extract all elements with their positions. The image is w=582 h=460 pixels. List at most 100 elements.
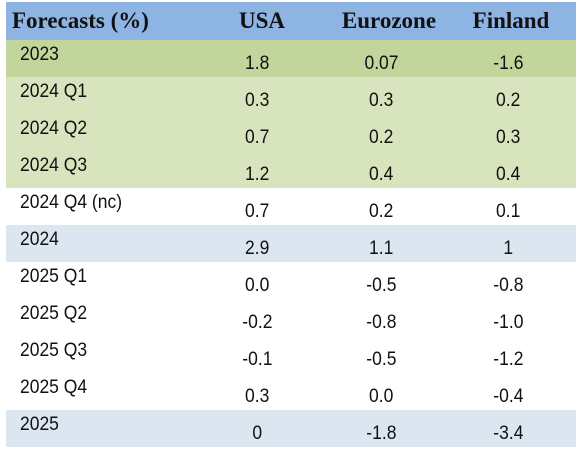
header-forecasts: Forecasts (%) <box>6 2 192 40</box>
finland-value-text: -1.0 <box>492 312 524 333</box>
header-usa-text: USA <box>238 8 285 33</box>
eurozone-value: 0.4 <box>322 151 440 188</box>
finland-value: 0.4 <box>440 151 576 188</box>
eurozone-value-text: -1.8 <box>365 423 397 444</box>
usa-value-text: 0.7 <box>244 127 270 148</box>
finland-value: -3.4 <box>440 410 576 447</box>
header-finland-text: Finland <box>472 8 550 33</box>
eurozone-value-text: -0.5 <box>365 275 397 296</box>
table-row: 2025 Q1 0.0 -0.5 -0.8 <box>6 262 576 299</box>
header-eurozone: Eurozone <box>322 2 440 40</box>
usa-value-text: 1.2 <box>244 164 270 185</box>
finland-value-text: -1.6 <box>492 53 524 74</box>
row-label: 2023 <box>6 40 192 77</box>
forecast-table: Forecasts (%) USA Eurozone Finland 2023 … <box>6 2 576 447</box>
usa-value: 1.2 <box>192 151 322 188</box>
table-row: 2023 1.8 0.07 -1.6 <box>6 40 576 77</box>
row-label: 2025 Q4 <box>6 373 192 410</box>
usa-value: 0 <box>192 410 322 447</box>
usa-value: -0.2 <box>192 299 322 336</box>
finland-value-text: -1.2 <box>492 349 524 370</box>
table-row: 2024 Q3 1.2 0.4 0.4 <box>6 151 576 188</box>
finland-value-text: 1 <box>503 238 513 259</box>
finland-value: 0.2 <box>440 77 576 114</box>
usa-value-text: 0.3 <box>244 90 270 111</box>
eurozone-value: -1.8 <box>322 410 440 447</box>
row-label-text: 2024 Q1 <box>20 81 88 102</box>
finland-value: -1.0 <box>440 299 576 336</box>
row-label-text: 2025 Q2 <box>20 303 88 324</box>
table-row: 2024 Q2 0.7 0.2 0.3 <box>6 114 576 151</box>
header-eurozone-text: Eurozone <box>341 8 437 33</box>
row-label-text: 2024 Q4 (nc) <box>20 192 123 213</box>
row-label: 2024 Q1 <box>6 77 192 114</box>
eurozone-value-text: 0.07 <box>363 53 399 74</box>
eurozone-value-text: 0.4 <box>368 164 394 185</box>
eurozone-value: 0.2 <box>322 114 440 151</box>
finland-value: 0.1 <box>440 188 576 225</box>
usa-value: 0.3 <box>192 373 322 410</box>
finland-value-text: -0.4 <box>492 386 524 407</box>
usa-value-text: 0.0 <box>244 275 270 296</box>
row-label-text: 2024 Q2 <box>20 118 88 139</box>
finland-value-text: -0.8 <box>492 275 524 296</box>
finland-value: -1.2 <box>440 336 576 373</box>
eurozone-value-text: 0.3 <box>368 90 394 111</box>
eurozone-value: 0.2 <box>322 188 440 225</box>
eurozone-value-text: -0.5 <box>365 349 397 370</box>
table-row: 2024 Q1 0.3 0.3 0.2 <box>6 77 576 114</box>
usa-value: -0.1 <box>192 336 322 373</box>
table-row: 2025 0 -1.8 -3.4 <box>6 410 576 447</box>
eurozone-value: -0.5 <box>322 336 440 373</box>
usa-value: 0.0 <box>192 262 322 299</box>
usa-value: 0.7 <box>192 114 322 151</box>
usa-value-text: 2.9 <box>244 238 270 259</box>
finland-value-text: -3.4 <box>492 423 524 444</box>
finland-value-text: 0.1 <box>495 201 521 222</box>
usa-value: 2.9 <box>192 225 322 262</box>
usa-value-text: 1.8 <box>244 53 270 74</box>
usa-value: 1.8 <box>192 40 322 77</box>
finland-value: -0.4 <box>440 373 576 410</box>
header-forecasts-text: Forecasts (%) <box>12 8 149 33</box>
row-label-text: 2025 Q1 <box>20 266 88 287</box>
table-row: 2024 Q4 (nc) 0.7 0.2 0.1 <box>6 188 576 225</box>
header-finland: Finland <box>440 2 576 40</box>
finland-value: -0.8 <box>440 262 576 299</box>
row-label-text: 2025 Q3 <box>20 340 88 361</box>
table-row: 2025 Q2 -0.2 -0.8 -1.0 <box>6 299 576 336</box>
row-label: 2025 <box>6 410 192 447</box>
eurozone-value: -0.8 <box>322 299 440 336</box>
usa-value-text: -0.2 <box>241 312 273 333</box>
table-row: 2025 Q4 0.3 0.0 -0.4 <box>6 373 576 410</box>
finland-value: 0.3 <box>440 114 576 151</box>
eurozone-value-text: -0.8 <box>365 312 397 333</box>
row-label: 2025 Q3 <box>6 336 192 373</box>
table-row: 2024 2.9 1.1 1 <box>6 225 576 262</box>
usa-value-text: 0 <box>252 423 262 444</box>
header-usa: USA <box>192 2 322 40</box>
usa-value-text: 0.3 <box>244 386 270 407</box>
usa-value: 0.3 <box>192 77 322 114</box>
eurozone-value-text: 0.0 <box>368 386 394 407</box>
row-label: 2024 <box>6 225 192 262</box>
row-label-text: 2023 <box>20 44 59 65</box>
finland-value: -1.6 <box>440 40 576 77</box>
eurozone-value-text: 0.2 <box>368 127 394 148</box>
row-label-text: 2025 Q4 <box>20 377 88 398</box>
row-label-text: 2024 <box>20 229 59 250</box>
eurozone-value-text: 1.1 <box>368 238 394 259</box>
eurozone-value: 0.0 <box>322 373 440 410</box>
eurozone-value-text: 0.2 <box>368 201 394 222</box>
row-label: 2025 Q1 <box>6 262 192 299</box>
row-label: 2024 Q3 <box>6 151 192 188</box>
finland-value-text: 0.2 <box>495 90 521 111</box>
row-label-text: 2025 <box>20 414 59 435</box>
table-row: 2025 Q3 -0.1 -0.5 -1.2 <box>6 336 576 373</box>
eurozone-value: 0.07 <box>322 40 440 77</box>
eurozone-value: 0.3 <box>322 77 440 114</box>
row-label: 2025 Q2 <box>6 299 192 336</box>
eurozone-value: 1.1 <box>322 225 440 262</box>
usa-value-text: -0.1 <box>241 349 273 370</box>
usa-value: 0.7 <box>192 188 322 225</box>
